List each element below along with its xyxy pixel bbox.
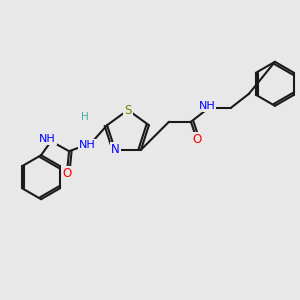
Text: N: N	[111, 143, 119, 156]
Text: S: S	[124, 103, 132, 116]
Text: O: O	[192, 133, 202, 146]
Text: NH: NH	[79, 140, 95, 150]
Text: O: O	[62, 167, 72, 180]
Text: NH: NH	[199, 101, 215, 111]
Text: H: H	[81, 112, 89, 122]
Text: NH: NH	[39, 134, 56, 144]
